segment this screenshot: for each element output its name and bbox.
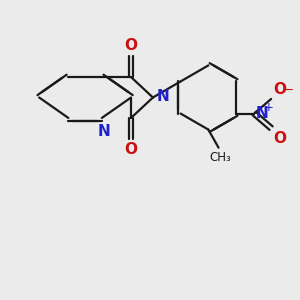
Text: O: O [274,131,286,146]
Text: +: + [263,100,273,114]
Text: O: O [274,82,286,97]
Text: N: N [255,106,268,121]
Text: −: − [282,84,293,97]
Text: N: N [156,89,169,104]
Text: O: O [124,142,137,158]
Text: O: O [124,38,137,52]
Text: N: N [98,124,111,139]
Text: CH₃: CH₃ [209,151,231,164]
